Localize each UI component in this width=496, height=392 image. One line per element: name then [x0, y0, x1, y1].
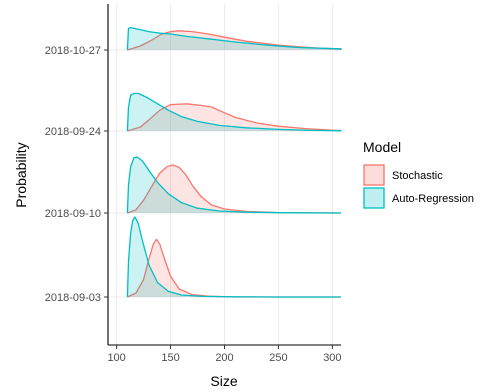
- ridge-line-auto-regression-2018-09-10: [126, 156, 342, 214]
- ridge-fill-stochastic-2018-09-03: [127, 239, 342, 297]
- x-axis-title: Size: [210, 373, 237, 389]
- legend-key-auto-regression: [363, 187, 385, 209]
- ridges: [126, 26, 342, 298]
- ridge-line-auto-regression-2018-10-27: [126, 26, 342, 51]
- y-tick-label-2018-09-03: 2018-09-03: [45, 292, 101, 304]
- ridge-fill-auto-regression-2018-10-27: [127, 27, 342, 50]
- legend: Model Stochastic Auto-Regression: [363, 139, 474, 209]
- ridge-line-stochastic-2018-09-10: [127, 164, 342, 214]
- x-tick-label-100: 100: [107, 352, 125, 364]
- x-tick-label-250: 250: [269, 352, 287, 364]
- x-tick-label-200: 200: [215, 352, 233, 364]
- legend-title: Model: [363, 139, 401, 155]
- ridge-fill-auto-regression-2018-09-10: [127, 157, 342, 213]
- legend-swatch-stochastic: [363, 164, 385, 186]
- y-axis-title: Probability: [13, 142, 29, 207]
- y-tick-label-2018-09-24: 2018-09-24: [45, 126, 101, 138]
- ridge-fill-auto-regression-2018-09-03: [127, 217, 342, 297]
- ridge-fill-stochastic-2018-09-10: [127, 165, 342, 213]
- legend-label-auto-regression: Auto-Regression: [392, 193, 474, 205]
- x-tick-label-150: 150: [161, 352, 179, 364]
- axes: 100 150 200 250 300 2018-09-03 2018-09-10 2018-…: [45, 4, 342, 364]
- legend-label-stochastic: Stochastic: [392, 170, 443, 182]
- ridge-line-auto-regression-2018-09-03: [126, 216, 341, 298]
- y-tick-label-2018-10-27: 2018-10-27: [45, 45, 101, 57]
- legend-swatch-auto-regression: [363, 187, 385, 209]
- y-tick-label-2018-09-10: 2018-09-10: [45, 208, 101, 220]
- x-tick-label-300: 300: [323, 352, 341, 364]
- legend-key-stochastic: [363, 164, 385, 186]
- ridge-line-stochastic-2018-09-24: [127, 103, 342, 132]
- ridge-fill-auto-regression-2018-09-24: [127, 93, 342, 131]
- ridge-line-auto-regression-2018-09-24: [126, 92, 342, 132]
